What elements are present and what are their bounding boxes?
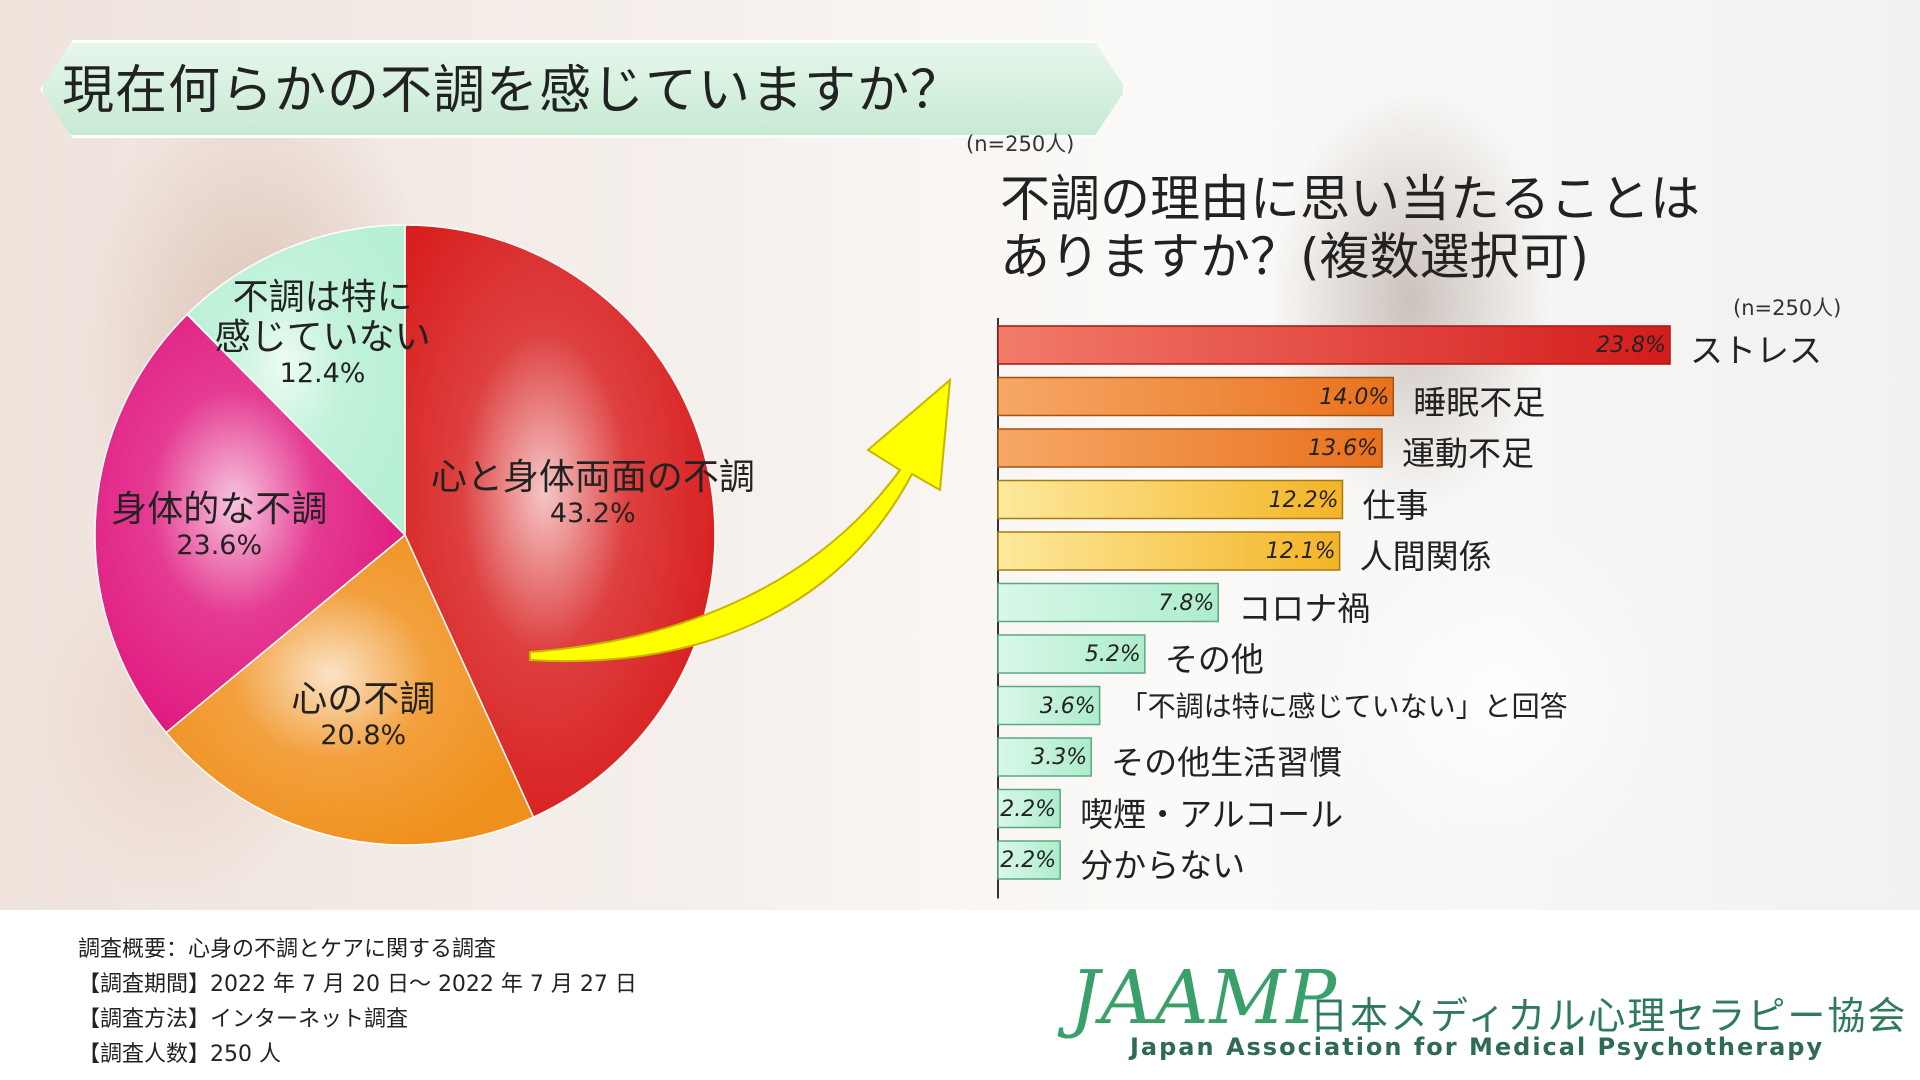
pie-label-name: 身体的な不調 bbox=[111, 488, 328, 530]
pie-label-value: 43.2% bbox=[549, 498, 636, 530]
title-banner bbox=[40, 40, 1126, 138]
footer-band bbox=[0, 910, 1920, 1080]
arrow-shape bbox=[529, 377, 952, 662]
bar-category-label: 仕事 bbox=[1362, 485, 1429, 525]
bar-chart-question: 不調の理由に思い当たることは ありますか？(複数選択可) bbox=[1000, 170, 1700, 286]
bar-7 bbox=[997, 685, 1101, 726]
bar-category-label: 分からない bbox=[1080, 846, 1246, 885]
logo-name-jp: 日本メディカル心理セラピー協会 bbox=[1310, 994, 1908, 1038]
charts-svg bbox=[94, 224, 1671, 899]
pie-slice-shine-both bbox=[405, 225, 715, 818]
bar-0 bbox=[997, 325, 1671, 365]
jaamp-logo: JAAMP bbox=[1070, 955, 1338, 1041]
pie-label-value: 23.6% bbox=[176, 529, 263, 561]
bar-category-label: 「不調は特に感じていない」と回答 bbox=[1119, 689, 1568, 723]
bar-10 bbox=[997, 840, 1061, 880]
bar-8 bbox=[997, 737, 1092, 777]
bar-4 bbox=[997, 531, 1341, 571]
bar-category-label: 運動不足 bbox=[1402, 434, 1534, 473]
pie-label-mind: 心の不調 20.8% bbox=[291, 680, 435, 752]
survey-summary: 調査概要：心身の不調とケアに関する調査 【調査期間】2022 年 7 月 20 … bbox=[78, 932, 637, 1072]
bar-value-label: 23.8% bbox=[1596, 333, 1666, 358]
bar-value-label: 13.6% bbox=[1308, 436, 1378, 461]
survey-period: 【調査期間】2022 年 7 月 20 日～ 2022 年 7 月 27 日 bbox=[78, 972, 637, 997]
survey-overview: 調査概要：心身の不調とケアに関する調査 bbox=[78, 937, 497, 962]
bar-value-label: 2.2% bbox=[1000, 848, 1057, 873]
pie-label-name: 心と身体両面の不調 bbox=[430, 457, 755, 499]
survey-count: 【調査人数】250 人 bbox=[78, 1042, 281, 1067]
pie-label-value: 20.8% bbox=[320, 720, 407, 752]
question-line-1: 不調の理由に思い当たることは bbox=[1000, 170, 1700, 228]
page-title: 現在何らかの不調を感じていますか？ bbox=[62, 61, 964, 121]
bar-value-label: 12.1% bbox=[1265, 539, 1336, 564]
pie-label-value: 12.4% bbox=[279, 358, 366, 390]
bar-value-label: 3.6% bbox=[1039, 693, 1096, 719]
bar-category-label: その他生活習慣 bbox=[1111, 743, 1343, 782]
bar-sample-size: (n=250人) bbox=[1733, 296, 1842, 320]
bar-category-label: コロナ禍 bbox=[1238, 588, 1371, 628]
pie-sample-size: (n=250人) bbox=[966, 132, 1075, 156]
bar-value-label: 14.0% bbox=[1319, 384, 1390, 410]
pie-label-name: 不調は特に 感じていない bbox=[214, 277, 431, 359]
bar-category-label: 人間関係 bbox=[1359, 537, 1492, 576]
pie-label-body: 身体的な不調 23.6% bbox=[111, 488, 328, 562]
bar-value-label: 12.2% bbox=[1268, 487, 1339, 513]
bar-3 bbox=[997, 479, 1344, 520]
bar-category-label: 喫煙・アルコール bbox=[1080, 794, 1344, 834]
pie-slice-shine-none bbox=[187, 225, 405, 535]
bar-category-label: その他 bbox=[1164, 640, 1264, 679]
pie-slice-shine-mind bbox=[166, 535, 534, 845]
bar-category-label: 睡眠不足 bbox=[1413, 382, 1546, 422]
pie-label-none: 不調は特に 感じていない 12.4% bbox=[215, 278, 431, 390]
bar-5 bbox=[997, 582, 1219, 623]
pie-label-both: 心と身体両面の不調 43.2% bbox=[431, 458, 755, 530]
bar-value-label: 5.2% bbox=[1084, 642, 1141, 667]
bar-1 bbox=[997, 376, 1395, 417]
bar-category-label: ストレス bbox=[1690, 331, 1822, 370]
bar-value-label: 3.3% bbox=[1031, 745, 1088, 770]
question-line-2: ありますか？(複数選択可) bbox=[1000, 228, 1590, 286]
bar-value-label: 2.2% bbox=[1000, 796, 1057, 822]
bar-6 bbox=[997, 634, 1146, 674]
bar-9 bbox=[997, 788, 1061, 829]
bar-2 bbox=[997, 428, 1383, 468]
pie-label-name: 心の不調 bbox=[291, 679, 436, 721]
pie-slice-shine-body bbox=[94, 314, 405, 733]
logo-name-en: Japan Association for Medical Psychother… bbox=[1130, 1033, 1825, 1061]
survey-method: 【調査方法】インターネット調査 bbox=[78, 1007, 409, 1032]
bar-value-label: 7.8% bbox=[1158, 590, 1215, 616]
